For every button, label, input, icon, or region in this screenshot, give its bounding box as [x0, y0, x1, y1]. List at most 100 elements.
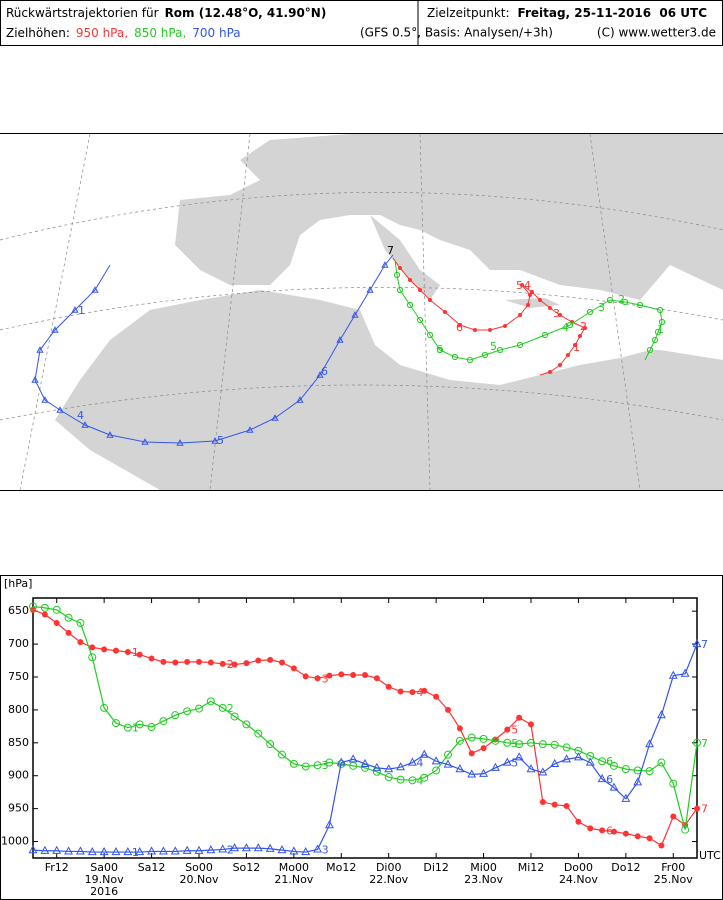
marker — [301, 762, 310, 771]
marker — [480, 745, 487, 752]
marker — [301, 847, 311, 856]
x-tick-label: Sa12 — [138, 861, 166, 874]
marker — [243, 660, 250, 667]
marker — [550, 758, 560, 767]
day-label: 5 — [511, 737, 518, 750]
y-tick-label: 1000 — [1, 835, 29, 848]
x-tick-label: Mi12 — [518, 861, 545, 874]
marker — [159, 717, 168, 726]
year-label: 2016 — [90, 885, 118, 898]
marker — [230, 712, 239, 721]
marker — [455, 764, 465, 773]
marker — [551, 801, 558, 808]
title-place: Rom (12.48°O, 41.90°N) — [165, 6, 327, 20]
map-day-label: 5 — [217, 434, 224, 447]
marker — [218, 703, 227, 712]
x-tick-label: So12 — [233, 861, 261, 874]
land — [175, 134, 723, 300]
marker — [384, 764, 394, 773]
marker — [123, 723, 132, 732]
marker — [681, 825, 690, 834]
marker — [324, 820, 334, 829]
marker — [241, 843, 251, 852]
marker — [183, 707, 192, 716]
marker — [573, 752, 583, 761]
marker — [65, 629, 72, 636]
marker — [694, 805, 700, 812]
map-day-label: 7 — [387, 244, 394, 257]
marker — [302, 673, 309, 680]
marker — [124, 648, 131, 655]
day-label: 5 — [511, 724, 518, 737]
marker — [396, 775, 405, 784]
marker — [656, 710, 666, 719]
marker — [135, 847, 145, 856]
levels-label: Zielhöhen: — [6, 26, 70, 40]
marker — [490, 762, 500, 771]
map-trajectory — [31, 254, 394, 446]
marker — [610, 761, 618, 770]
marker — [633, 777, 643, 786]
header-box — [0, 0, 723, 46]
marker — [289, 759, 298, 768]
marker — [670, 813, 677, 820]
marker — [419, 749, 429, 758]
map-trajectory — [393, 259, 666, 364]
day-label: 4 — [416, 774, 423, 787]
marker — [325, 758, 334, 767]
marker — [254, 729, 263, 738]
legend-entry: 950 hPa, — [76, 26, 128, 40]
marker — [231, 661, 238, 668]
marker — [597, 773, 607, 783]
marker — [135, 720, 144, 729]
marker — [350, 672, 357, 679]
date-label: 25.Nov — [654, 873, 693, 886]
marker — [64, 613, 73, 622]
legend-entry: 700 hPa — [192, 26, 240, 40]
marker — [562, 754, 572, 763]
x-tick-label: Di12 — [423, 861, 449, 874]
marker — [611, 828, 617, 835]
marker — [171, 711, 180, 720]
y-tick-label: 700 — [8, 637, 29, 650]
marker — [575, 818, 582, 825]
copyright: (C) www.wetter3.de — [597, 26, 716, 40]
marker — [622, 830, 629, 837]
y-tick-label: 900 — [8, 769, 29, 782]
day-label: 6 — [606, 755, 613, 768]
marker — [348, 754, 358, 763]
marker — [528, 721, 534, 728]
marker — [313, 844, 323, 853]
plot-area — [32, 597, 698, 859]
x-tick-label: Mi00 — [470, 861, 497, 874]
marker — [88, 653, 97, 662]
y-tick-label: 800 — [8, 703, 29, 716]
marker — [431, 756, 441, 765]
marker — [503, 738, 512, 747]
marker — [527, 738, 535, 747]
marker — [112, 719, 120, 728]
marker — [101, 646, 108, 653]
marker — [41, 611, 48, 618]
series-line — [32, 605, 698, 830]
graticule-line — [419, 133, 431, 491]
x-tick-label: Mo00 — [279, 861, 309, 874]
land — [55, 290, 723, 490]
model-note: (GFS 0.5°, Basis: Analysen/+3h) — [360, 26, 553, 40]
day-label: 3 — [322, 672, 329, 685]
marker — [372, 762, 382, 771]
legend-entry: 850 hPa, — [134, 26, 186, 40]
map: 1 4 5 6 7 6 5 4 3 2 1 6 5 4 3 2 1 — [0, 133, 723, 491]
marker — [242, 720, 251, 729]
target-label: Zielzeitpunkt: — [427, 6, 510, 20]
marker — [255, 657, 262, 664]
y-tick-label: 650 — [8, 604, 29, 617]
marker — [621, 793, 631, 802]
marker — [693, 738, 701, 747]
marker — [385, 683, 392, 690]
marker — [29, 602, 37, 611]
marker — [599, 827, 606, 834]
title-prefix: Rückwärtstrajektorien für — [6, 6, 159, 20]
